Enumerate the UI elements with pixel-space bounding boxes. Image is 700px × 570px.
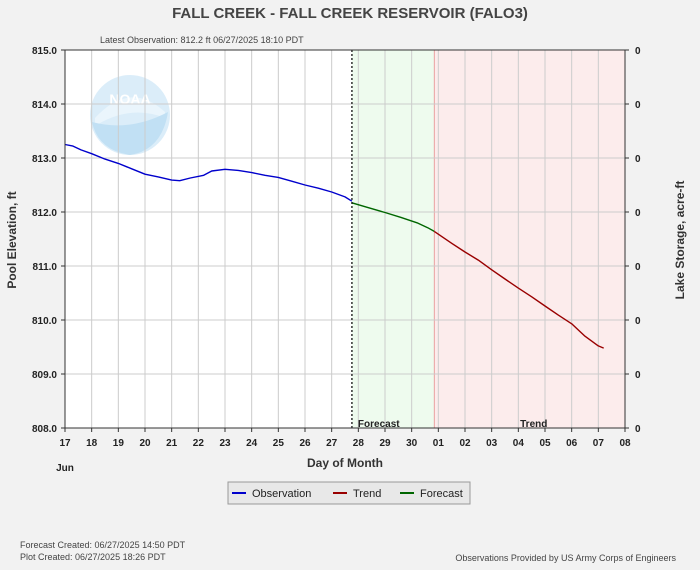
x-axis-ticks: 17 18 19 20 21 22 23 24 25 26 27 28 29 30 01 02 03 04 05 06… [59,428,631,449]
legend-label-forecast: Forecast [420,488,463,500]
plot-created: Plot Created: 06/27/2025 18:26 PDT [20,552,166,562]
y2-tick-label: 0 [635,316,641,327]
y-tick-label: 813.0 [32,154,57,165]
forecast-created: Forecast Created: 06/27/2025 14:50 PDT [20,540,186,550]
y2-tick-label: 0 [635,370,641,381]
x-tick-label: 06 [566,438,578,449]
y-tick-label: 815.0 [32,46,57,57]
x-tick-label: 22 [193,438,205,449]
x-tick-label: 03 [486,438,498,449]
noaa-logo-text: NOAA [109,91,150,107]
zone-shading [351,50,625,428]
y2-tick-label: 0 [635,208,641,219]
legend-label-observation: Observation [252,488,311,500]
x-tick-label: 19 [113,438,125,449]
series-line-forecast [351,202,435,233]
legend: Observation Trend Forecast [227,481,471,505]
y2-axis-label: Lake Storage, acre-ft [673,181,687,300]
y-axis-label: Pool Elevation, ft [5,191,19,288]
y-tick-label: 811.0 [33,262,58,273]
x-tick-label: 26 [299,438,311,449]
zone-labels: Forecast Trend [358,419,547,430]
y2-tick-label: 0 [635,154,641,165]
grid [64,49,626,429]
legend-label-trend: Trend [353,488,381,500]
y-tick-label: 814.0 [32,100,57,111]
x-tick-label: 24 [246,438,258,449]
zone-label-forecast: Forecast [358,419,400,430]
zone-forecast [351,50,435,428]
zone-label-trend: Trend [520,419,547,430]
x-tick-label: 30 [406,438,418,449]
zone-trend [434,50,625,428]
y-axis-ticks: 808.0 809.0 810.0 811.0 812.0 813.0 814.0 815.0 [32,46,65,435]
chart-title: FALL CREEK - FALL CREEK RESERVOIR (FALO3… [172,5,528,22]
x-tick-label: 04 [513,438,525,449]
x-tick-label: 01 [433,438,445,449]
x-tick-label: 08 [619,438,631,449]
y2-tick-label: 0 [635,424,641,435]
latest-observation: Latest Observation: 812.2 ft 06/27/2025 … [100,35,304,45]
x-tick-label: 17 [59,438,71,449]
x-tick-label: 27 [326,438,338,449]
y2-tick-label: 0 [635,100,641,111]
x-tick-label: 20 [139,438,151,449]
y2-axis-ticks: 0 0 0 0 0 0 0 0 [625,46,641,435]
series-line-trend [433,230,604,349]
series-line-observation [64,143,353,202]
x-tick-label: 07 [593,438,605,449]
y-tick-label: 809.0 [32,370,57,381]
y-tick-label: 808.0 [32,424,57,435]
x-axis-label: Day of Month [307,456,383,470]
legend-box [227,481,471,505]
x-tick-label: 23 [219,438,231,449]
credit: Observations Provided by US Army Corps o… [455,553,676,563]
x-tick-label: 02 [459,438,471,449]
x-tick-label: 28 [353,438,365,449]
y-tick-label: 810.0 [32,316,57,327]
y2-tick-label: 0 [635,46,641,57]
y-tick-label: 812.0 [32,208,57,219]
series-lines [64,143,604,349]
plot-border [64,49,626,429]
x-tick-label: 25 [273,438,285,449]
y2-tick-label: 0 [635,262,641,273]
x-tick-label: 21 [166,438,178,449]
x-tick-label: 05 [539,438,551,449]
x-month-label: Jun [56,463,74,474]
x-tick-label: 29 [379,438,391,449]
x-tick-label: 18 [86,438,98,449]
plot-area: NOAA Forecast Trend [64,49,626,430]
noaa-logo: NOAA [90,75,170,155]
